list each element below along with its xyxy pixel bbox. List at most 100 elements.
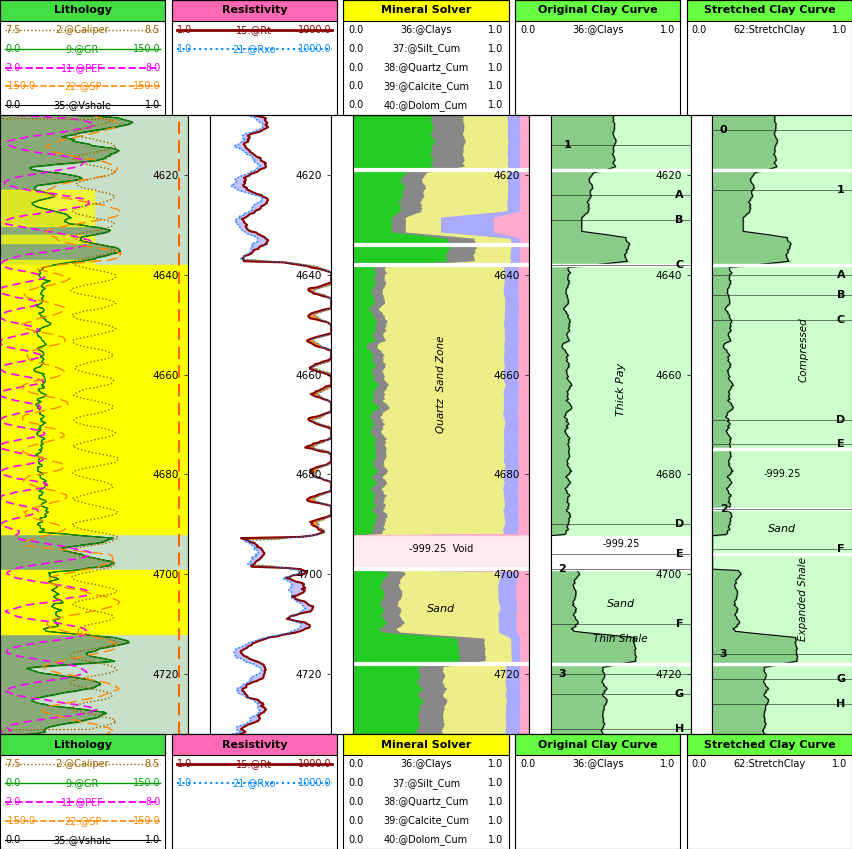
Bar — [515, 734, 680, 755]
Text: B: B — [676, 215, 683, 225]
Text: 36:@Clays: 36:@Clays — [572, 25, 624, 35]
Text: 1.0: 1.0 — [660, 759, 676, 769]
Text: 38:@Quartz_Cum: 38:@Quartz_Cum — [383, 796, 469, 807]
Text: G: G — [675, 689, 684, 700]
Text: Thick Pay: Thick Pay — [616, 363, 626, 416]
Text: Expanded Shale: Expanded Shale — [798, 558, 809, 642]
Text: Original Clay Curve: Original Clay Curve — [538, 5, 658, 15]
Text: 1.0: 1.0 — [488, 816, 504, 826]
Text: 39:@Calcite_Cum: 39:@Calcite_Cum — [383, 81, 469, 92]
Text: 1.0: 1.0 — [145, 835, 160, 845]
Text: 11:@PEF: 11:@PEF — [61, 797, 104, 807]
Text: 21:@Rxo: 21:@Rxo — [233, 44, 276, 53]
Text: 3: 3 — [558, 669, 566, 679]
Text: 8.0: 8.0 — [145, 63, 160, 73]
Text: Stretched Clay Curve: Stretched Clay Curve — [704, 739, 835, 750]
Text: 1.0: 1.0 — [832, 759, 847, 769]
Text: 1.0: 1.0 — [832, 25, 847, 35]
Text: 9:@GR: 9:@GR — [66, 44, 99, 53]
Text: G: G — [837, 674, 845, 684]
Text: 22:@SP: 22:@SP — [64, 82, 101, 92]
Text: 150.0: 150.0 — [133, 816, 160, 826]
Text: A: A — [675, 189, 683, 200]
Text: 1000.0: 1000.0 — [298, 44, 332, 53]
Text: 0.0: 0.0 — [348, 82, 364, 92]
Text: -999.25: -999.25 — [763, 469, 801, 480]
Text: 62:StretchClay: 62:StretchClay — [734, 25, 805, 35]
Text: 2:@Caliper: 2:@Caliper — [55, 25, 109, 35]
Text: 36:@Clays: 36:@Clays — [400, 759, 452, 769]
Text: H: H — [675, 724, 684, 734]
Text: 0.0: 0.0 — [348, 779, 364, 788]
Bar — [0, 734, 165, 755]
Text: 0.0: 0.0 — [692, 25, 707, 35]
Text: 7.5: 7.5 — [5, 759, 20, 769]
Text: A: A — [837, 269, 845, 279]
Text: 2: 2 — [558, 565, 566, 575]
Bar — [687, 0, 852, 20]
Text: Resistivity: Resistivity — [222, 5, 287, 15]
Text: 1000.0: 1000.0 — [298, 759, 332, 769]
Text: 62:StretchClay: 62:StretchClay — [734, 759, 805, 769]
Text: C: C — [676, 260, 683, 270]
Text: H: H — [836, 700, 845, 710]
Text: 2.0: 2.0 — [5, 63, 20, 73]
Text: 1.0: 1.0 — [176, 25, 192, 35]
Text: 1: 1 — [837, 184, 844, 194]
Text: 1.0: 1.0 — [488, 835, 504, 845]
Text: Lithology: Lithology — [54, 5, 112, 15]
Text: 0.0: 0.0 — [348, 63, 364, 73]
Text: 36:@Clays: 36:@Clays — [400, 25, 452, 35]
Text: 1.0: 1.0 — [176, 44, 192, 53]
Text: E: E — [837, 440, 844, 449]
Text: F: F — [837, 544, 844, 554]
Text: Compressed: Compressed — [798, 318, 809, 382]
Text: 21:@Rxo: 21:@Rxo — [233, 779, 276, 788]
Text: 0: 0 — [720, 125, 728, 135]
Text: 0.0: 0.0 — [5, 835, 20, 845]
Text: 36:@Clays: 36:@Clays — [572, 759, 624, 769]
Text: 11:@PEF: 11:@PEF — [61, 63, 104, 73]
Text: 0.0: 0.0 — [348, 835, 364, 845]
Text: 37:@Silt_Cum: 37:@Silt_Cum — [392, 43, 460, 54]
Text: 0.0: 0.0 — [348, 797, 364, 807]
Text: 15:@Rt: 15:@Rt — [236, 759, 273, 769]
Text: 9:@GR: 9:@GR — [66, 779, 99, 788]
Text: 0.0: 0.0 — [5, 44, 20, 53]
Text: 7.5: 7.5 — [5, 25, 20, 35]
Bar — [0, 0, 165, 20]
Text: D: D — [836, 414, 845, 424]
Text: Mineral Solver: Mineral Solver — [381, 739, 471, 750]
Text: 38:@Quartz_Cum: 38:@Quartz_Cum — [383, 62, 469, 73]
Text: 1.0: 1.0 — [488, 779, 504, 788]
Bar — [515, 0, 680, 20]
Text: 1.0: 1.0 — [660, 25, 676, 35]
Text: 1.0: 1.0 — [176, 759, 192, 769]
Text: 0.0: 0.0 — [348, 100, 364, 110]
Text: Resistivity: Resistivity — [222, 739, 287, 750]
Text: 1.0: 1.0 — [488, 25, 504, 35]
Text: 39:@Calcite_Cum: 39:@Calcite_Cum — [383, 815, 469, 826]
Text: 1.0: 1.0 — [176, 779, 192, 788]
Text: 2: 2 — [720, 504, 728, 514]
Text: 2.0: 2.0 — [5, 797, 20, 807]
Text: 150.0: 150.0 — [133, 82, 160, 92]
Text: D: D — [675, 520, 684, 530]
Bar — [343, 0, 509, 20]
Text: 0.0: 0.0 — [348, 816, 364, 826]
Text: 0.0: 0.0 — [520, 25, 535, 35]
Text: Original Clay Curve: Original Clay Curve — [538, 739, 658, 750]
Text: 1.0: 1.0 — [488, 82, 504, 92]
Text: 0.0: 0.0 — [520, 759, 535, 769]
Text: Quartz  Sand Zone: Quartz Sand Zone — [436, 335, 446, 433]
Text: B: B — [837, 290, 845, 300]
Text: Stretched Clay Curve: Stretched Clay Curve — [704, 5, 835, 15]
Text: 22:@SP: 22:@SP — [64, 816, 101, 826]
Text: 8.5: 8.5 — [145, 759, 160, 769]
Text: 1.0: 1.0 — [488, 63, 504, 73]
Text: 1.0: 1.0 — [145, 100, 160, 110]
Text: 1: 1 — [564, 139, 572, 149]
Text: 1000.0: 1000.0 — [298, 25, 332, 35]
Text: 0.0: 0.0 — [5, 100, 20, 110]
Text: 0.0: 0.0 — [348, 44, 364, 53]
